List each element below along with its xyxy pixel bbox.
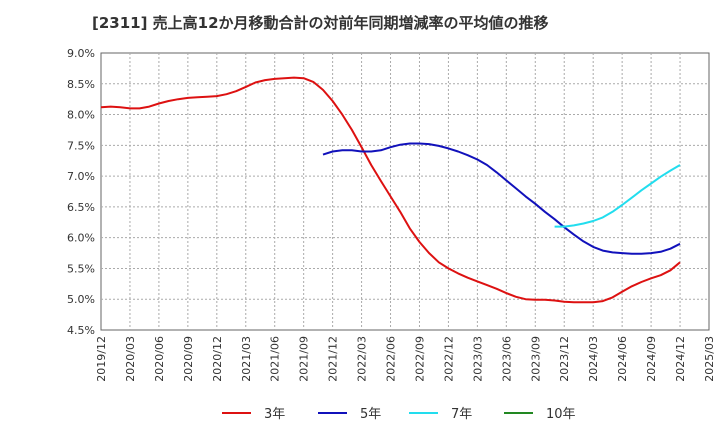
x-tick-label: 2020/09 — [182, 336, 195, 382]
x-tick-label: 2022/03 — [356, 336, 369, 382]
y-tick-label: 5.0% — [67, 293, 95, 306]
series-line-2 — [322, 142, 681, 255]
plot-area — [100, 52, 710, 331]
y-tick-label: 5.5% — [67, 262, 95, 275]
y-tick-label: 9.0% — [67, 47, 95, 60]
y-tick-label: 7.0% — [67, 170, 95, 183]
x-tick-label: 2020/06 — [153, 336, 166, 382]
x-tick-label: 2024/12 — [674, 336, 687, 382]
x-tick-label: 2020/12 — [211, 336, 224, 382]
x-tick-label: 2024/09 — [645, 336, 658, 382]
x-tick-label: 2021/12 — [327, 336, 340, 382]
x-tick-label: 2021/09 — [298, 336, 311, 382]
series-line-3 — [554, 164, 681, 228]
y-axis-ticks: 9.0% 8.5% 8.0% 7.5% 7.0% 6.5% 6.0% 5.5% 5.0% 4.5% — [67, 47, 95, 337]
x-tick-label: 2023/03 — [471, 336, 484, 382]
grid-lines — [101, 53, 709, 330]
x-tick-label: 2022/09 — [413, 336, 426, 382]
x-tick-label: 2023/06 — [500, 336, 513, 382]
x-tick-label: 2022/06 — [385, 336, 398, 382]
x-tick-label: 2019/12 — [95, 336, 108, 382]
legend-label: 5年 — [360, 407, 381, 422]
y-tick-label: 6.0% — [67, 232, 95, 245]
legend-label: 3年 — [264, 407, 285, 422]
x-tick-label: 2025/03 — [703, 336, 716, 382]
x-tick-label: 2024/03 — [587, 336, 600, 382]
series-lines — [100, 76, 681, 304]
x-axis-ticks: 2019/12 2020/03 2020/06 2020/09 2020/12 2021/… — [95, 336, 716, 382]
legend: 3年 5年 7年 10年 — [222, 407, 576, 422]
y-tick-label: 8.0% — [67, 109, 95, 122]
x-tick-label: 2021/03 — [240, 336, 253, 382]
y-tick-label: 4.5% — [67, 324, 95, 337]
legend-label: 10年 — [546, 407, 576, 422]
y-tick-label: 7.5% — [67, 139, 95, 152]
y-tick-label: 8.5% — [67, 78, 95, 91]
x-tick-label: 2023/09 — [529, 336, 542, 382]
x-tick-label: 2024/06 — [616, 336, 629, 382]
x-tick-label: 2020/03 — [124, 336, 137, 382]
legend-label: 7年 — [451, 407, 472, 422]
chart-title: [2311] 売上高12か月移動合計の対前年同期増減率の平均値の推移 — [92, 14, 549, 32]
x-tick-label: 2021/06 — [269, 336, 282, 382]
y-tick-label: 6.5% — [67, 201, 95, 214]
x-tick-label: 2022/12 — [442, 336, 455, 382]
x-tick-label: 2023/12 — [558, 336, 571, 382]
series-line-1 — [100, 76, 681, 304]
